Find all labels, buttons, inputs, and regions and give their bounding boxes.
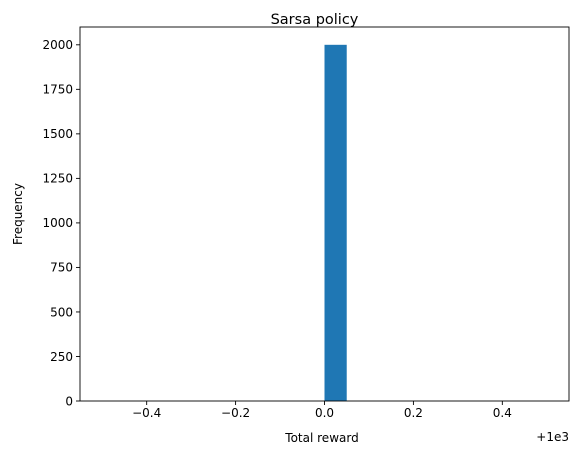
y-tick-label: 1250 [42, 172, 73, 186]
y-tick-label: 250 [50, 350, 73, 364]
plot-frame [79, 26, 570, 402]
y-tick-label: 500 [50, 305, 73, 319]
x-axis-ticks: −0.4 −0.2 0.0 0.2 0.4 [132, 401, 512, 420]
y-tick-label: 1000 [42, 216, 73, 230]
y-tick-label: 0 [65, 394, 73, 408]
chart-title: Sarsa policy [271, 12, 359, 28]
y-tick-label: 1500 [42, 127, 73, 141]
histogram-bar-0 [324, 44, 347, 402]
bars-group [324, 44, 347, 402]
y-tick-label: 750 [50, 261, 73, 275]
x-axis-offset-label: +1e3 [536, 430, 569, 444]
y-axis-ticks: 0 250 500 750 1000 1250 1500 1750 2000 [42, 38, 80, 408]
x-axis-label: Total reward [284, 431, 358, 445]
x-tick-label: −0.2 [221, 406, 250, 420]
y-tick-label: 2000 [42, 38, 73, 52]
y-axis-label: Frequency [11, 183, 25, 245]
x-tick-label: −0.4 [132, 406, 161, 420]
x-tick-label: 0.4 [493, 406, 512, 420]
x-tick-label: 0.0 [315, 406, 334, 420]
x-tick-label: 0.2 [404, 406, 423, 420]
y-tick-label: 1750 [42, 83, 73, 97]
